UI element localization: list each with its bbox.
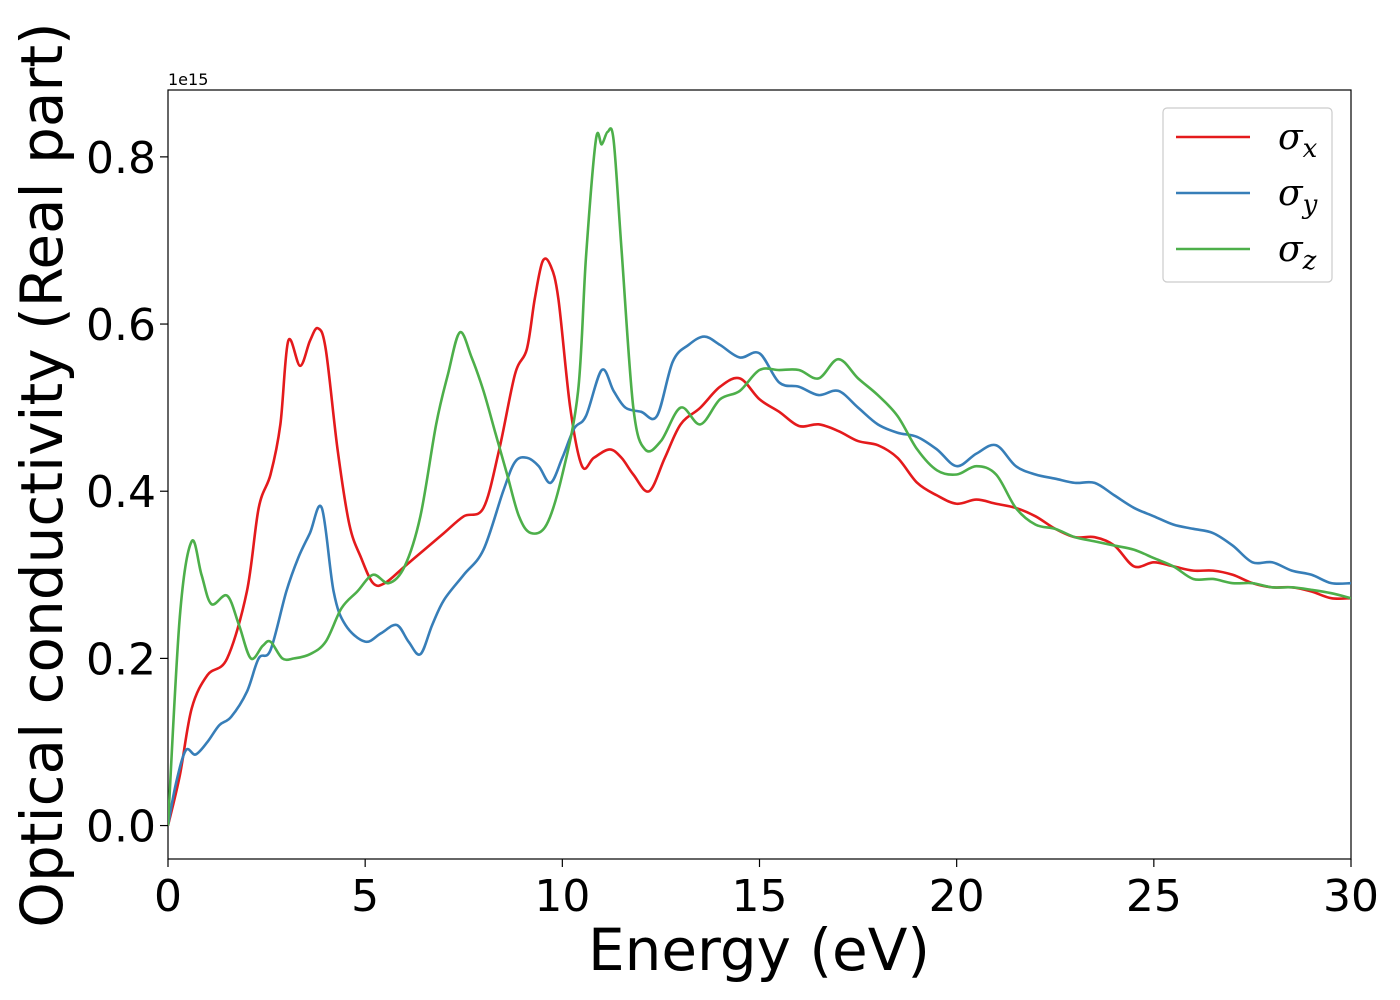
x-tick-label: 20: [929, 871, 985, 922]
x-tick-label: 5: [351, 871, 379, 922]
y-tick-label: 0.2: [86, 634, 156, 685]
y-tick-label: 0.0: [86, 802, 156, 853]
y-tick-label: 0.8: [86, 133, 156, 184]
legend-label-sigma-z: σz: [1278, 229, 1317, 276]
legend-label-sigma-x: σx: [1278, 117, 1318, 164]
y-axis-ticks: 0.0 0.2 0.4 0.6 0.8: [86, 133, 168, 853]
legend: σx σy σz: [1162, 107, 1333, 283]
x-tick-label: 15: [732, 871, 788, 922]
series-line-sigma-y: [168, 335, 1351, 826]
legend-box: [1162, 107, 1333, 283]
legend-label-sigma-y: σy: [1278, 173, 1318, 220]
y-tick-label: 0.4: [86, 467, 156, 518]
x-tick-label: 0: [154, 871, 182, 922]
series-line-sigma-z: [168, 127, 1351, 826]
y-offset-label: 1e15: [168, 70, 208, 89]
x-tick-label: 25: [1126, 871, 1182, 922]
series-layer: [168, 127, 1351, 826]
series-line-sigma-x: [168, 257, 1351, 826]
x-tick-label: 10: [534, 871, 590, 922]
y-tick-label: 0.6: [86, 300, 156, 351]
x-axis-ticks: 0 5 10 15 20 25 30: [154, 859, 1379, 922]
y-axis-label: Optical conductivity (Real part): [8, 22, 76, 927]
x-tick-label: 30: [1323, 871, 1379, 922]
x-axis-label: Energy (eV): [588, 916, 930, 984]
